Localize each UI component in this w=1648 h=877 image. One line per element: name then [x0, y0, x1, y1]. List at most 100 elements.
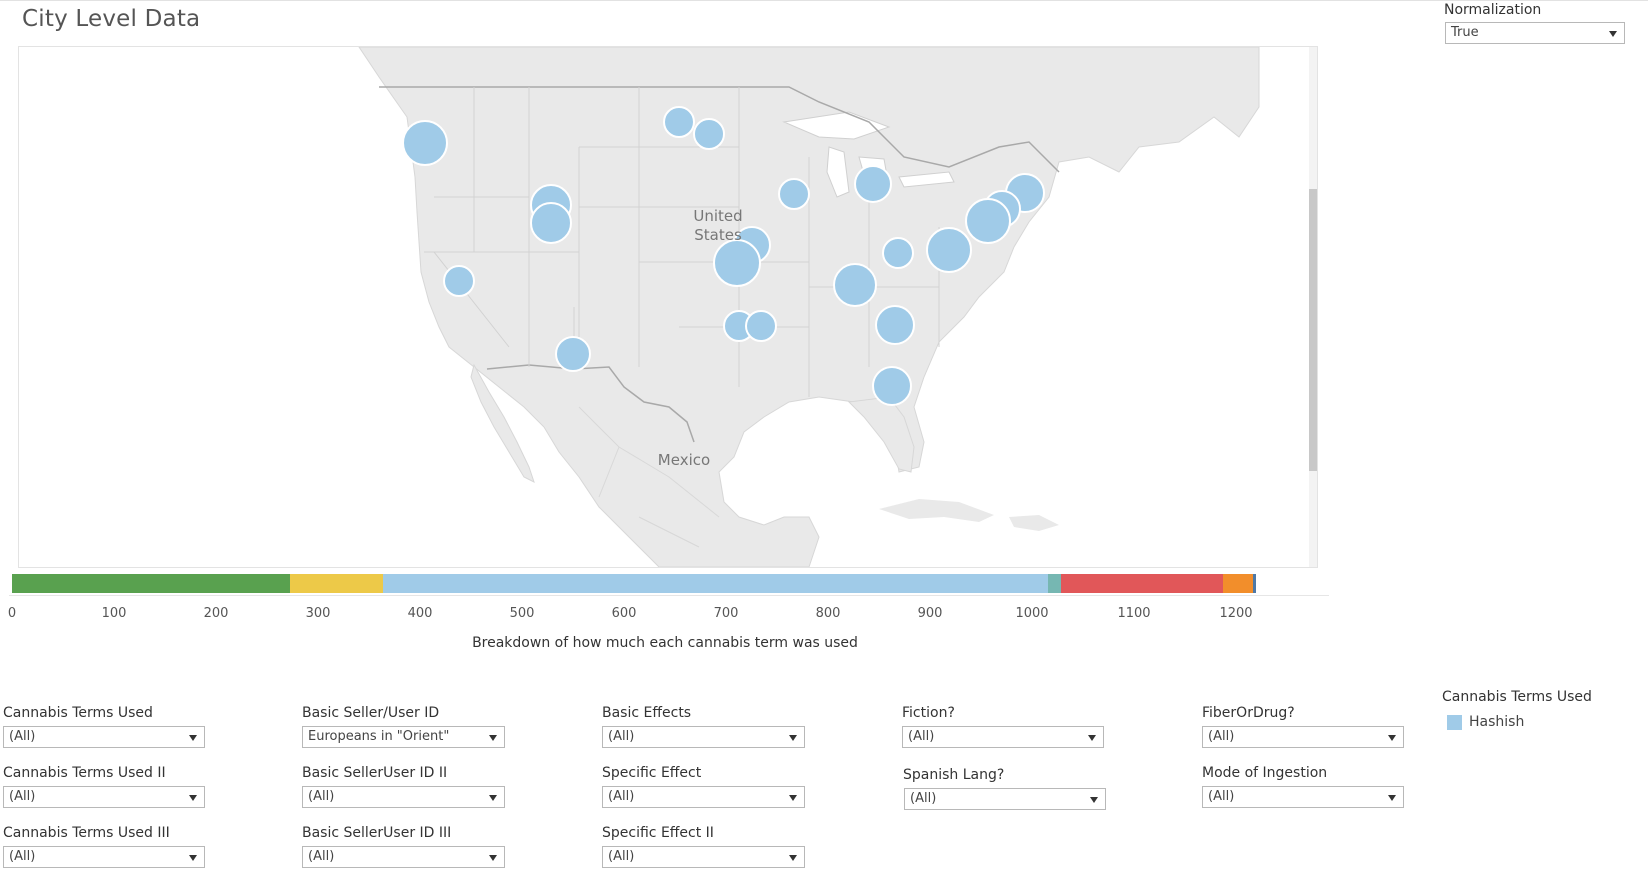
filter-label-basic-effects: Basic Effects — [602, 705, 692, 721]
breakdown-axis-title: Breakdown of how much each cannabis term… — [472, 635, 858, 651]
chevron-down-icon[interactable]: ⌄ — [1309, 541, 1317, 567]
city-bubble[interactable] — [402, 120, 448, 166]
cuba-island — [879, 499, 994, 522]
axis-tick-label: 200 — [203, 606, 229, 621]
axis-tick-label: 600 — [611, 606, 637, 621]
legend-swatch — [1447, 714, 1462, 730]
city-bubble[interactable] — [872, 366, 912, 406]
axis-tick-label: 900 — [917, 606, 943, 621]
basic-selleruser-id-ii-dropdown[interactable]: (All) — [302, 786, 505, 808]
map-label-mexico: Mexico — [657, 451, 711, 469]
breakdown-bar-segment[interactable] — [290, 574, 384, 593]
dropdown-arrow-icon — [789, 735, 797, 741]
city-bubble[interactable] — [713, 239, 761, 287]
axis-tick-label: 100 — [101, 606, 127, 621]
city-bubble[interactable] — [778, 178, 810, 210]
mexico-state-borders — [578, 406, 720, 548]
normalization-label: Normalization — [1444, 2, 1542, 18]
city-bubble[interactable] — [530, 202, 572, 244]
axis-tick-label: 400 — [407, 606, 433, 621]
breakdown-bar-segment[interactable] — [12, 574, 291, 593]
filter-label-cannabis-terms-used: Cannabis Terms Used — [3, 705, 153, 721]
city-bubble[interactable] — [875, 305, 915, 345]
map-canvas[interactable] — [19, 47, 1309, 567]
city-bubble[interactable] — [926, 227, 972, 273]
axis-tick-label: 1100 — [1117, 606, 1151, 621]
specific-effect-dropdown[interactable]: (All) — [602, 786, 805, 808]
page-title: City Level Data — [22, 6, 201, 32]
specific-effect-ii-dropdown[interactable]: (All) — [602, 846, 805, 868]
city-bubble[interactable] — [745, 310, 777, 342]
us-canada-border — [379, 86, 1060, 173]
filter-label-mode-of-ingestion: Mode of Ingestion — [1202, 765, 1328, 781]
dropdown-value: (All) — [908, 729, 935, 744]
city-bubble[interactable] — [693, 118, 725, 150]
dropdown-arrow-icon — [189, 735, 197, 741]
breakdown-bar-segment[interactable] — [1253, 574, 1257, 593]
dropdown-arrow-icon — [489, 795, 497, 801]
basic-effects-dropdown[interactable]: (All) — [602, 726, 805, 748]
city-bubble[interactable] — [833, 263, 877, 307]
dropdown-arrow-icon — [789, 795, 797, 801]
mode-of-ingestion-dropdown[interactable]: (All) — [1202, 786, 1404, 808]
spanish-lang-dropdown[interactable]: (All) — [904, 788, 1106, 810]
dropdown-value: (All) — [9, 849, 36, 864]
city-bubble[interactable] — [443, 265, 475, 297]
map-label-united-states: United States — [673, 207, 763, 245]
dropdown-arrow-icon — [189, 855, 197, 861]
dropdown-value: (All) — [910, 791, 937, 806]
axis-tick-label: 300 — [305, 606, 331, 621]
normalization-value: True — [1451, 25, 1479, 40]
city-bubbles — [402, 106, 1045, 406]
dropdown-value: (All) — [1208, 789, 1235, 804]
fiction-dropdown[interactable]: (All) — [902, 726, 1104, 748]
breakdown-bar-segment[interactable] — [1222, 574, 1254, 593]
chevron-up-icon[interactable]: ⌃ — [1309, 47, 1317, 73]
great-lakes — [782, 111, 955, 198]
map-label-line2: States — [694, 226, 742, 244]
city-bubble[interactable] — [854, 165, 892, 203]
dropdown-value: (All) — [608, 849, 635, 864]
basic-seller-user-id-dropdown[interactable]: Europeans in "Orient" — [302, 726, 505, 748]
axis-tick-label: 500 — [509, 606, 535, 621]
top-divider — [0, 0, 1648, 1]
filter-label-basic-seller-user-id: Basic Seller/User ID — [302, 705, 440, 721]
us-mexico-border — [486, 364, 695, 443]
map-scrollbar-thumb[interactable] — [1309, 189, 1317, 471]
filter-label-basic-selleruser-id-ii: Basic SellerUser ID II — [302, 765, 448, 781]
dropdown-value: (All) — [608, 729, 635, 744]
breakdown-bar-segment[interactable] — [1060, 574, 1223, 593]
normalization-dropdown[interactable]: True — [1445, 22, 1625, 44]
cannabis-terms-used-dropdown[interactable]: (All) — [3, 726, 205, 748]
dropdown-value: (All) — [9, 729, 36, 744]
filter-label-fiction: Fiction? — [902, 705, 955, 721]
dropdown-arrow-icon — [789, 855, 797, 861]
legend-label: Hashish — [1469, 714, 1525, 730]
city-bubble[interactable] — [965, 198, 1011, 244]
map-label-line1: United — [693, 207, 743, 225]
breakdown-stacked-bar[interactable] — [9, 574, 1329, 594]
dropdown-arrow-icon — [489, 735, 497, 741]
city-map[interactable]: United States Mexico ⌃ ⌄ — [18, 46, 1318, 568]
axis-tick-label: 700 — [713, 606, 739, 621]
dropdown-arrow-icon — [1388, 795, 1396, 801]
city-bubble[interactable] — [882, 237, 914, 269]
basic-selleruser-id-iii-dropdown[interactable]: (All) — [302, 846, 505, 868]
breakdown-bar-segment[interactable] — [1048, 574, 1061, 593]
city-bubble[interactable] — [555, 336, 591, 372]
filter-label-basic-selleruser-id-iii: Basic SellerUser ID III — [302, 825, 452, 841]
dropdown-value: (All) — [9, 789, 36, 804]
dropdown-arrow-icon — [1090, 797, 1098, 803]
legend-item-hashish[interactable]: Hashish — [1447, 713, 1524, 731]
filter-label-cannabis-terms-used-ii: Cannabis Terms Used II — [3, 765, 166, 781]
axis-tick-label: 1200 — [1219, 606, 1253, 621]
cannabis-terms-used-ii-dropdown[interactable]: (All) — [3, 786, 205, 808]
cannabis-terms-used-iii-dropdown[interactable]: (All) — [3, 846, 205, 868]
city-bubble[interactable] — [663, 106, 695, 138]
breakdown-bar-segment[interactable] — [383, 574, 1049, 593]
baja-peninsula — [470, 363, 535, 483]
dropdown-arrow-icon — [489, 855, 497, 861]
fiber-or-drug-dropdown[interactable]: (All) — [1202, 726, 1404, 748]
dropdown-value: (All) — [308, 849, 335, 864]
dropdown-value: Europeans in "Orient" — [308, 729, 450, 744]
